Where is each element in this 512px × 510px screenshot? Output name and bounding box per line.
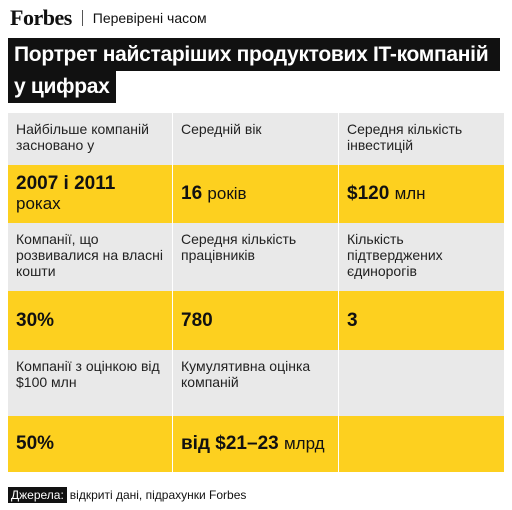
value-text: 3 [347,309,358,331]
cell-label: Компанії, що розвивалися на власні кошти [8,223,173,291]
cell-value: від $21–23 млрд [173,416,339,472]
value-text: 2007 і 2011 роках [16,174,115,214]
cell-value: 50% [8,416,173,472]
cell-value: $120 млн [339,165,505,223]
value: від $21–23 [181,433,279,454]
value-text: 30% [16,309,55,331]
source-text: відкриті дані, підрахунки Forbes [69,488,247,502]
header: Forbes Перевірені часом [10,5,207,30]
value: 30% [16,309,55,331]
divider [81,10,83,26]
value: 2007 і 2011 [16,173,116,194]
cell-value: 3 [339,291,505,350]
cell-label: Середня кількість інвестицій [339,113,505,165]
section: Перевірені часом [92,10,207,26]
value-text: $120 млн [347,184,426,204]
unit: років [207,184,247,203]
table: Найбільше компаній засновано у Середній в… [8,113,505,472]
value-text: 50% [16,434,54,454]
cell-label: Компанії з оцінкою від $100 млн [8,350,173,416]
unit: роках [16,194,61,213]
source-label: Джерела: [8,487,67,503]
value: 780 [181,309,213,331]
brand: Forbes [10,5,72,30]
value: 3 [347,309,358,331]
footer: Джерела: відкриті дані, підрахунки Forbe… [8,487,246,503]
cell-value: 30% [8,291,173,350]
unit: млрд [283,434,325,453]
cell-label: Кількість підтверджених єдинорогів [339,223,505,291]
value-text: 780 [181,309,213,331]
value-text: 16 років [181,184,247,204]
unit: млн [394,184,426,203]
cell-value: 16 років [173,165,339,223]
cell-value: 2007 і 2011 роках [8,165,173,223]
title: Портрет найстаріших продуктових IT-компа… [8,38,500,71]
cell-label: Середня кількість працівників [173,223,339,291]
cell-value: 780 [173,291,339,350]
title: у цифрах [8,70,116,103]
value: $120 [347,183,390,204]
cell-label: Середній вік [173,113,339,165]
cell-label: Кумулятивна оцінка компаній [173,350,339,416]
value-text: від $21–23 млрд [181,434,325,454]
value: 50% [16,433,55,454]
cell-label: Найбільше компаній засновано у [8,113,173,165]
empty-cell [339,350,505,416]
value: 16 [181,183,203,204]
empty-cell [339,416,505,472]
